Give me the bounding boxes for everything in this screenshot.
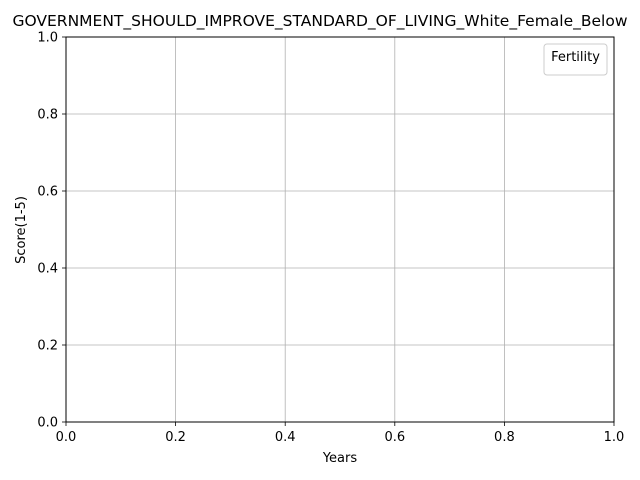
legend-box xyxy=(543,43,608,76)
x-tick-label: 0.2 xyxy=(165,430,186,445)
x-axis-label: Years xyxy=(322,451,358,466)
y-axis-label: Score(1-5) xyxy=(14,196,29,264)
y-tick-label: 0.6 xyxy=(37,185,58,200)
legend: Fertility xyxy=(543,43,608,76)
y-tick-label: 1.0 xyxy=(37,31,58,46)
legend-title: Fertility xyxy=(551,50,600,65)
y-tick-label: 0.8 xyxy=(37,108,58,123)
grid-lines xyxy=(65,36,615,423)
y-tick-label: 0.0 xyxy=(37,416,58,431)
chart-title: GOVERNMENT_SHOULD_IMPROVE_STANDARD_OF_LI… xyxy=(12,12,627,31)
y-tick-label: 0.4 xyxy=(37,262,58,277)
x-tick-label: 1.0 xyxy=(604,430,625,445)
plot-area-frame xyxy=(65,36,615,423)
x-axis-ticks: 0.0 0.2 0.4 0.6 0.8 1.0 xyxy=(56,422,625,445)
x-tick-label: 0.8 xyxy=(494,430,515,445)
x-tick-label: 0.0 xyxy=(56,430,77,445)
y-tick-label: 0.2 xyxy=(37,339,58,354)
x-tick-label: 0.6 xyxy=(384,430,405,445)
y-axis-ticks: 0.0 0.2 0.4 0.6 0.8 1.0 xyxy=(37,31,66,431)
x-tick-label: 0.4 xyxy=(275,430,296,445)
